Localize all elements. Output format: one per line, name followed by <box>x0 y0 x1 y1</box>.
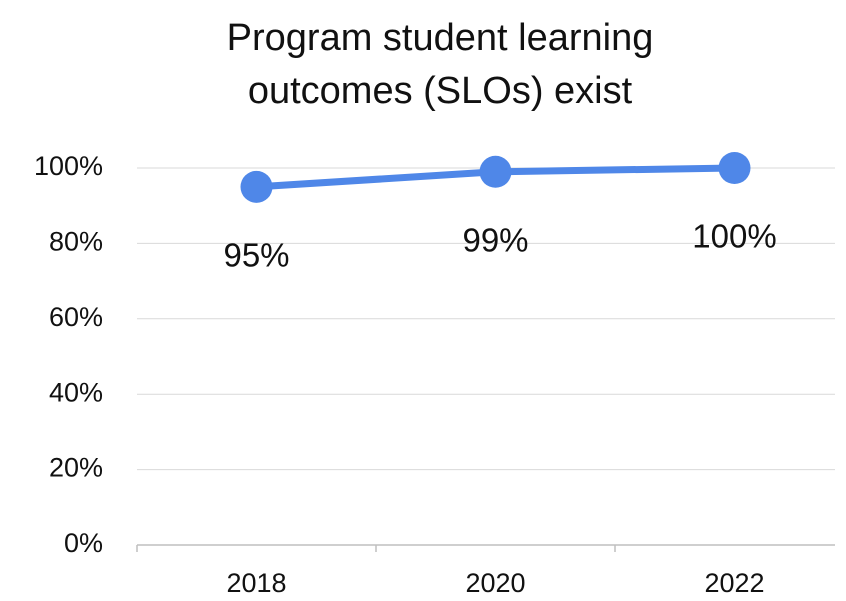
y-tick-label: 60% <box>49 302 103 332</box>
data-label: 99% <box>462 221 528 258</box>
y-tick-label: 0% <box>64 528 103 558</box>
chart-title: Program student learning outcomes (SLOs)… <box>226 17 654 112</box>
y-tick-label: 100% <box>34 151 103 181</box>
y-tick-label: 80% <box>49 227 103 257</box>
marker <box>718 152 751 184</box>
x-tick-label: 2018 <box>226 568 286 598</box>
x-tick-label: 2022 <box>704 568 764 598</box>
marker <box>479 155 512 188</box>
y-tick-label: 40% <box>49 377 103 407</box>
y-tick-label: 20% <box>49 453 103 483</box>
marker <box>240 170 273 203</box>
data-label: 100% <box>692 218 776 255</box>
x-tick-label: 2020 <box>465 568 525 598</box>
data-label: 95% <box>223 237 289 274</box>
